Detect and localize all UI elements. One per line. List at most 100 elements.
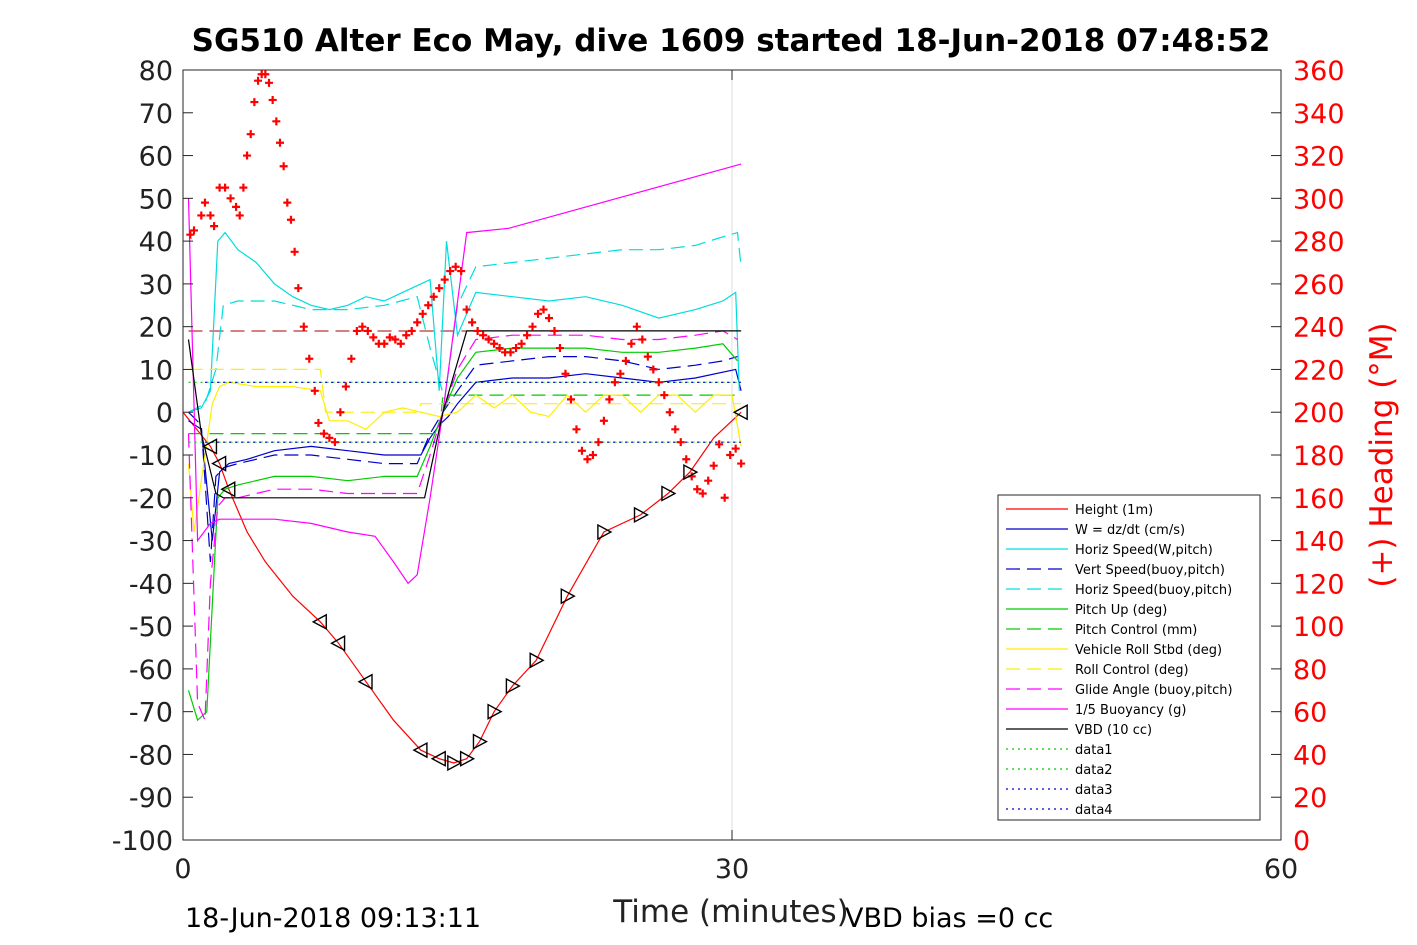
y-tick-label: 30 xyxy=(139,270,173,301)
heading-marker xyxy=(325,433,334,442)
chart-title: SG510 Alter Eco May, dive 1609 started 1… xyxy=(192,23,1271,59)
heading-marker xyxy=(250,98,259,107)
y-tick-label: -60 xyxy=(129,655,173,686)
heading-marker xyxy=(407,326,416,335)
legend-label: data1 xyxy=(1075,743,1113,758)
y-tick-label: -30 xyxy=(129,527,173,558)
triangle-marker xyxy=(560,587,576,605)
heading-marker xyxy=(627,339,636,348)
heading-marker xyxy=(336,408,345,417)
y-tick-label: -70 xyxy=(129,698,173,729)
y-right-tick-label: 160 xyxy=(1293,484,1345,515)
series-line xyxy=(187,330,742,499)
heading-marker xyxy=(577,446,586,455)
heading-marker xyxy=(319,429,328,438)
heading-marker xyxy=(358,322,367,331)
heading-marker xyxy=(352,326,361,335)
x-axis-label: Time (minutes) xyxy=(612,894,848,930)
legend-label: Vert Speed(buoy,pitch) xyxy=(1075,563,1225,578)
y-tick-label: 50 xyxy=(139,184,173,215)
heading-marker xyxy=(534,309,543,318)
y-tick-label: -100 xyxy=(112,826,173,857)
heading-marker xyxy=(310,386,319,395)
triangle-marker xyxy=(220,481,236,498)
heading-marker xyxy=(424,301,433,310)
heading-marker xyxy=(632,322,641,331)
heading-marker xyxy=(737,459,746,468)
y-tick-label: -90 xyxy=(129,783,173,814)
heading-marker xyxy=(275,138,284,147)
triangle-marker xyxy=(472,733,488,750)
heading-marker xyxy=(665,408,674,417)
heading-marker xyxy=(299,322,308,331)
heading-marker xyxy=(197,211,206,220)
y-right-tick-label: 340 xyxy=(1293,99,1345,130)
y-right-tick-label: 260 xyxy=(1293,270,1345,301)
heading-marker xyxy=(709,461,718,470)
triangle-marker xyxy=(412,741,428,759)
y-right-tick-label: 100 xyxy=(1293,612,1345,643)
series-line xyxy=(187,163,742,585)
heading-marker xyxy=(572,425,581,434)
y-right-tick-label: 140 xyxy=(1293,527,1345,558)
series-line xyxy=(188,368,742,541)
y-tick-label: -50 xyxy=(129,612,173,643)
heading-marker xyxy=(235,211,244,220)
heading-marker xyxy=(566,395,575,404)
heading-marker xyxy=(621,356,630,365)
heading-marker xyxy=(279,162,288,171)
triangle-markers xyxy=(201,404,748,772)
heading-marker xyxy=(189,226,198,235)
y-tick-label: 0 xyxy=(156,398,173,429)
heading-marker xyxy=(286,215,295,224)
heading-marker xyxy=(221,183,230,192)
heading-marker xyxy=(594,438,603,447)
y-tick-label: 70 xyxy=(139,99,173,130)
heading-marker xyxy=(429,292,438,301)
heading-marker xyxy=(704,476,713,485)
heading-marker xyxy=(305,354,314,363)
heading-marker xyxy=(638,335,647,344)
heading-marker xyxy=(726,451,735,459)
y-tick-label: -10 xyxy=(129,441,173,472)
heading-marker xyxy=(369,333,378,342)
x-tick-label: 60 xyxy=(1264,854,1298,885)
heading-marker xyxy=(210,222,219,231)
heading-marker xyxy=(473,326,482,335)
heading-marker xyxy=(385,333,394,342)
y-tick-label: 20 xyxy=(139,313,173,344)
y-right-tick-label: 220 xyxy=(1293,355,1345,386)
heading-marker xyxy=(261,70,270,79)
heading-marker xyxy=(294,284,303,293)
heading-marker xyxy=(265,78,274,87)
heading-marker xyxy=(649,365,658,374)
heading-marker xyxy=(605,395,614,404)
x-tick-label: 0 xyxy=(174,854,191,885)
heading-marker xyxy=(654,378,663,387)
y-right-tick-label: 320 xyxy=(1293,142,1345,173)
heading-marker xyxy=(418,309,427,318)
x-tick-label: 30 xyxy=(715,854,749,885)
heading-marker xyxy=(462,305,471,314)
series-layer xyxy=(182,163,742,764)
heading-marker xyxy=(523,331,532,340)
triangle-marker xyxy=(633,506,649,524)
heading-marker xyxy=(380,339,389,348)
heading-marker xyxy=(506,348,515,357)
y-right-tick-label: 180 xyxy=(1293,441,1345,472)
heading-marker xyxy=(720,493,729,502)
heading-marker xyxy=(413,318,422,327)
heading-marker xyxy=(539,305,548,314)
heading-marker xyxy=(495,344,504,353)
timestamp-text: 18-Jun-2018 09:13:11 xyxy=(185,903,481,934)
heading-marker xyxy=(693,485,702,494)
heading-marker xyxy=(243,151,252,160)
heading-markers xyxy=(186,70,746,502)
triangle-marker xyxy=(430,750,446,767)
triangle-marker xyxy=(597,523,613,541)
y-tick-label: 60 xyxy=(139,142,173,173)
legend-label: Height (1m) xyxy=(1075,503,1153,518)
heading-marker xyxy=(610,378,619,387)
y-right-tick-label: 240 xyxy=(1293,313,1345,344)
